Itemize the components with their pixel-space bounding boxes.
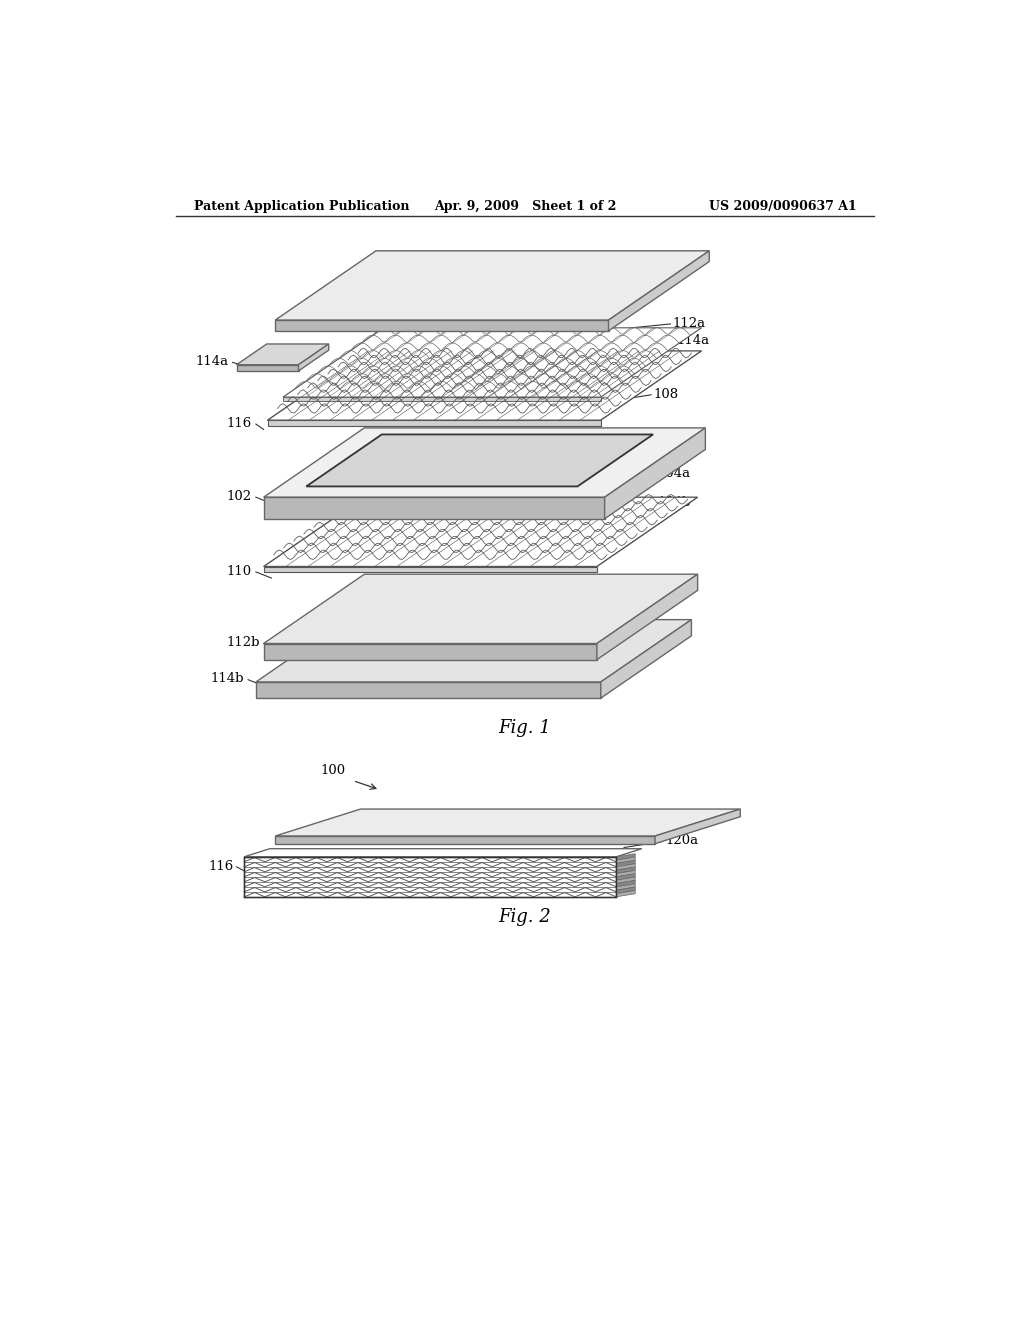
Polygon shape [263,498,697,566]
Polygon shape [601,619,691,698]
Polygon shape [263,644,597,660]
Polygon shape [306,434,653,487]
Polygon shape [616,876,635,883]
Polygon shape [616,861,635,867]
Polygon shape [275,321,608,331]
Polygon shape [256,619,691,682]
Polygon shape [237,364,299,371]
Polygon shape [616,891,635,896]
Polygon shape [616,880,635,887]
Polygon shape [597,574,697,660]
Polygon shape [616,863,635,870]
Text: 114a: 114a [677,334,710,347]
Polygon shape [263,566,597,573]
Polygon shape [283,327,701,397]
Text: 100: 100 [321,764,346,777]
Polygon shape [283,397,601,401]
Polygon shape [616,854,635,861]
Text: 104b: 104b [657,496,691,510]
Text: 120a: 120a [665,834,698,847]
Polygon shape [263,574,697,644]
Text: 104a: 104a [657,467,690,480]
Polygon shape [263,428,706,498]
Text: 114b: 114b [657,583,691,597]
Text: Patent Application Publication: Patent Application Publication [194,199,410,213]
Polygon shape [616,857,635,863]
Polygon shape [263,498,604,519]
Polygon shape [608,251,710,331]
Text: 116: 116 [226,417,252,430]
Text: 110: 110 [227,565,252,578]
Polygon shape [616,874,635,880]
Polygon shape [237,345,329,364]
Polygon shape [616,887,635,894]
Polygon shape [604,428,706,519]
Text: Apr. 9, 2009   Sheet 1 of 2: Apr. 9, 2009 Sheet 1 of 2 [433,199,616,213]
Text: Fig. 2: Fig. 2 [499,908,551,925]
Polygon shape [275,836,655,843]
Text: 100: 100 [325,289,350,302]
Polygon shape [655,809,740,843]
Text: 114b: 114b [211,672,245,685]
Text: 112a: 112a [673,317,706,330]
Polygon shape [275,251,710,321]
Polygon shape [256,682,601,698]
Text: 102: 102 [227,490,252,503]
Polygon shape [275,809,740,836]
Polygon shape [616,884,635,890]
Polygon shape [616,867,635,874]
Polygon shape [267,420,601,426]
Text: Fig. 1: Fig. 1 [499,719,551,737]
Text: 112a: 112a [634,812,668,825]
Polygon shape [299,345,329,371]
Polygon shape [267,351,701,420]
Text: US 2009/0090637 A1: US 2009/0090637 A1 [709,199,856,213]
Polygon shape [245,857,616,896]
Polygon shape [245,849,642,857]
Text: 116: 116 [208,859,233,873]
Text: 114a: 114a [196,355,228,368]
Text: 112b: 112b [226,636,260,649]
Text: 120b: 120b [336,884,370,898]
Text: 108: 108 [653,388,679,400]
Polygon shape [616,870,635,876]
